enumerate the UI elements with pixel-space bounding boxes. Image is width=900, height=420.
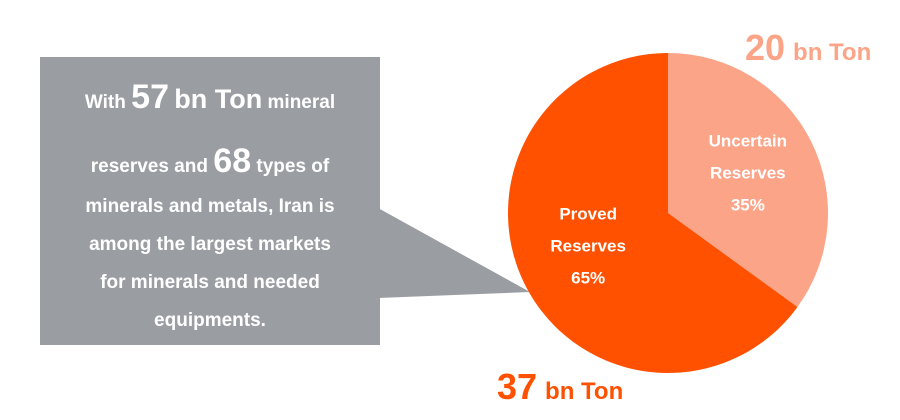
slice-label: Proved Reserves (550, 204, 626, 255)
value-label: 35% (731, 196, 765, 215)
pie-slice (508, 53, 798, 373)
text: types of (256, 156, 330, 177)
slice-label-line: Proved (559, 204, 617, 223)
total-annotation: 37 bn Ton (497, 366, 623, 407)
callout-line: for minerals and needed (100, 272, 320, 293)
total-number: 20 (745, 27, 785, 68)
callout-line: With 57 bn Ton mineral (85, 78, 335, 116)
slice-label-line: Uncertain (709, 132, 787, 151)
highlight-number: 57 (131, 78, 169, 116)
slice-label: Uncertain Reserves (709, 132, 787, 183)
text: reserves and (91, 156, 208, 177)
highlight-unit: bn Ton (174, 84, 262, 114)
callout-box (40, 57, 380, 345)
text: With (85, 92, 126, 113)
total-annotation: 20 bn Ton (745, 27, 871, 68)
callout-pointer (378, 208, 530, 298)
slice-label-line: Reserves (710, 164, 786, 183)
callout-line: equipments. (154, 310, 266, 331)
value-label: 65% (571, 268, 605, 287)
pie-slice (668, 53, 828, 308)
callout-line: among the largest markets (89, 234, 331, 255)
callout-line: minerals and metals, Iran is (85, 196, 334, 217)
callout: With 57 bn Ton mineral reserves and 68 t… (40, 57, 530, 345)
total-unit: bn Ton (793, 39, 871, 66)
highlight-number: 68 (213, 142, 251, 180)
text: mineral (268, 92, 336, 113)
slice-label-line: Reserves (550, 236, 626, 255)
callout-line: reserves and 68 types of (91, 142, 330, 180)
total-number: 37 (497, 366, 537, 407)
total-unit: bn Ton (545, 378, 623, 405)
